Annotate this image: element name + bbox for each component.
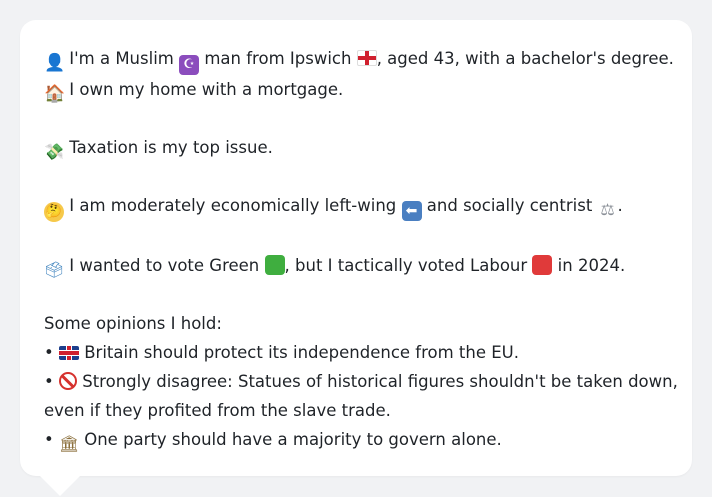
bullet: • bbox=[44, 343, 54, 362]
bullet: • bbox=[44, 372, 54, 391]
top-issue-text: Taxation is my top issue. bbox=[69, 138, 273, 157]
spacer bbox=[44, 104, 668, 133]
bullet: • bbox=[44, 430, 54, 449]
star-and-crescent-icon: ☪ bbox=[179, 55, 200, 75]
vote-text-2: , but I tactically voted Labour bbox=[284, 256, 528, 275]
opinion-item: • Strongly disagree: Statues of historic… bbox=[44, 367, 678, 396]
opinion-text: Strongly disagree: Statues of historical… bbox=[82, 372, 678, 391]
identity-text-3: , aged 43, with a bachelor's degree. bbox=[376, 49, 674, 68]
identity-line: 👤 I'm a Muslim ☪ man from Ipswich , aged… bbox=[44, 44, 674, 75]
vote-text-3: in 2024. bbox=[557, 256, 626, 275]
balance-scale-icon: ⚖ bbox=[600, 200, 615, 219]
spacer bbox=[44, 280, 668, 309]
opinions-heading: Some opinions I hold: bbox=[44, 314, 222, 333]
opinion-item-continuation: even if they profited from the slave tra… bbox=[44, 401, 391, 420]
vote-line: 🗳 I wanted to vote Green , but I tactica… bbox=[44, 251, 668, 280]
thinking-face-icon: 🤔 bbox=[44, 202, 64, 222]
ideology-text-2: and socially centrist bbox=[426, 196, 593, 215]
opinion-item: • Britain should protect its independenc… bbox=[44, 338, 668, 367]
housing-line: 🏠 I own my home with a mortgage. bbox=[44, 75, 668, 104]
uk-flag-icon bbox=[58, 346, 79, 360]
ideology-line: 🤔 I am moderately economically left-wing… bbox=[44, 191, 668, 222]
prohibited-icon bbox=[58, 372, 77, 390]
persona-card: 👤 I'm a Muslim ☪ man from Ipswich , aged… bbox=[20, 20, 692, 476]
speech-bubble-tail bbox=[40, 476, 80, 496]
top-issue-line: 💸 Taxation is my top issue. bbox=[44, 133, 668, 162]
ballot-box-icon: 🗳 bbox=[44, 260, 65, 279]
spacer bbox=[44, 222, 668, 251]
opinion-text: One party should have a majority to gove… bbox=[84, 430, 502, 449]
england-flag-icon bbox=[356, 50, 377, 66]
money-with-wings-icon: 💸 bbox=[44, 142, 64, 161]
identity-text-2: man from Ipswich bbox=[204, 49, 352, 68]
ideology-text-1: I am moderately economically left-wing bbox=[69, 196, 397, 215]
house-icon: 🏠 bbox=[44, 84, 66, 104]
ideology-text-3: . bbox=[617, 196, 623, 215]
identity-text-1: I'm a Muslim bbox=[69, 49, 174, 68]
spacer bbox=[44, 162, 668, 191]
housing-text: I own my home with a mortgage. bbox=[69, 80, 344, 99]
classical-building-icon: 🏛 bbox=[58, 434, 80, 453]
opinion-item: • 🏛 One party should have a majority to … bbox=[44, 425, 668, 454]
left-arrow-icon: ⬅ bbox=[401, 201, 422, 221]
vote-text-1: I wanted to vote Green bbox=[69, 256, 260, 275]
person-icon: 👤 bbox=[44, 53, 66, 73]
green-square-icon bbox=[264, 255, 285, 275]
opinion-text: Britain should protect its independence … bbox=[84, 343, 520, 362]
red-square-icon bbox=[532, 255, 553, 275]
